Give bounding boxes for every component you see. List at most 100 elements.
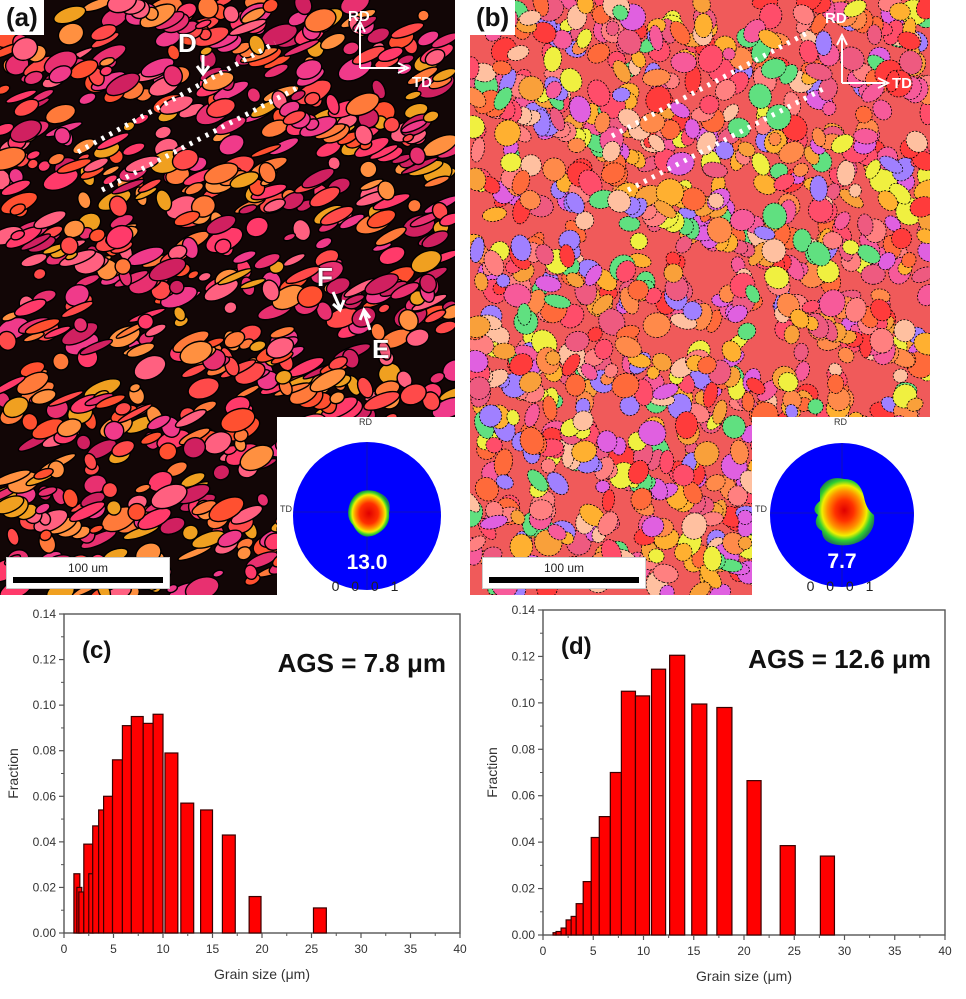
annotation-e: E: [372, 334, 390, 364]
bar-c-15: [200, 809, 214, 934]
pf-plane-label-a: 0 0 0 1: [331, 578, 403, 594]
y-tick-label-c-6: 0.12: [33, 653, 57, 667]
x-tick-label-d-4: 20: [737, 944, 751, 958]
pf-rd-label-a: RD: [359, 417, 372, 427]
x-tick-label-c-7: 35: [404, 942, 418, 956]
x-tick-label-d-5: 25: [788, 944, 802, 958]
bar-d-13: [669, 654, 686, 936]
dotted-line-lower: [100, 85, 299, 193]
bar-d-8: [598, 816, 611, 936]
panel-label-a: (a): [0, 0, 44, 35]
ebsd-map-b: (b) RD TD 100 um: [470, 0, 930, 595]
y-tick-label-c-2: 0.04: [33, 835, 57, 849]
pf-max-intensity-a: 13.0: [346, 551, 388, 574]
bar-c-9: [121, 725, 132, 934]
bar-d-4: [570, 915, 577, 936]
scale-bar-a: 100 um: [6, 557, 170, 589]
y-tick-label-d-6: 0.12: [512, 649, 536, 663]
scale-bar-line-b: [489, 577, 639, 583]
x-tick-label-c-8: 40: [453, 942, 467, 956]
rd-td-axes-icon: [354, 19, 411, 74]
x-tick-label-d-2: 10: [637, 944, 651, 958]
y-tick-label-c-7: 0.14: [33, 607, 57, 621]
bar-c-16: [221, 834, 236, 934]
y-tick-label-c-3: 0.06: [33, 789, 57, 803]
x-tick-label-d-3: 15: [687, 944, 701, 958]
rd-label-a: RD: [348, 8, 370, 25]
rd-label-b: RD: [825, 10, 847, 27]
band-outline-b: [610, 30, 891, 193]
arrow-f-icon: [331, 291, 346, 313]
bar-c-13: [164, 752, 179, 934]
annotation-f: F: [317, 262, 333, 292]
rd-td-axes-icon-b: [836, 32, 891, 89]
dotted-line-upper: [76, 40, 277, 155]
bar-c-6: [98, 809, 105, 934]
bar-d-15: [716, 706, 733, 936]
x-tick-label-d-1: 5: [590, 944, 597, 958]
x-tick-label-d-7: 35: [888, 944, 902, 958]
panel-label-c: (c): [82, 637, 111, 664]
ebsd-map-a: (a) D F E RD TD 100 um: [0, 0, 455, 595]
dotted-line-upper-b: [610, 30, 809, 139]
x-tick-label-c-4: 20: [255, 942, 269, 956]
pf-intensity-blob-a: [348, 490, 390, 537]
pf-td-label-a: TD: [280, 504, 292, 514]
arrow-e-icon: [358, 306, 372, 331]
pf-intensity-blob-b: [814, 478, 875, 546]
bar-d-18: [819, 855, 836, 936]
scale-bar-line-a: [13, 577, 163, 583]
y-tick-label-d-7: 0.14: [512, 603, 536, 617]
y-tick-label-c-0: 0.00: [33, 926, 57, 940]
y-tick-label-d-0: 0.00: [512, 928, 536, 942]
pf-rd-label-b: RD: [834, 417, 847, 427]
y-tick-label-d-5: 0.10: [512, 696, 536, 710]
scale-bar-label-a: 100 um: [67, 561, 109, 575]
x-tick-label-d-8: 40: [938, 944, 952, 958]
pole-figure-plot-b: [770, 443, 914, 587]
band-outline-a: [76, 19, 411, 331]
x-tick-label-c-1: 5: [110, 942, 117, 956]
bar-d-2: [560, 927, 567, 936]
bar-c-11: [142, 722, 154, 934]
y-axis-label-c: Fraction: [5, 748, 21, 799]
bar-d-16: [746, 780, 762, 936]
bar-d-1: [555, 930, 562, 936]
y-tick-label-d-4: 0.08: [512, 742, 536, 756]
bar-c-5: [92, 825, 100, 934]
x-tick-label-c-3: 15: [206, 942, 220, 956]
annotation-d: D: [178, 28, 197, 58]
bar-d-11: [634, 695, 651, 936]
scale-bar-b: 100 um: [482, 557, 646, 589]
histogram-c: 0 5 10 15 20 25 30 35 40 0.00 0.02 0.04 0.06 0.08 0.10…: [5, 607, 467, 982]
pole-figure-a: RD TD 13.0 0 0 0 1: [277, 417, 457, 597]
bar-d-7: [590, 836, 600, 936]
bar-c-18: [312, 907, 327, 934]
bar-d-9: [609, 771, 622, 936]
bar-d-12: [650, 668, 667, 936]
x-tick-label-c-5: 25: [305, 942, 319, 956]
pf-td-label-b: TD: [755, 504, 767, 514]
y-tick-label-d-1: 0.02: [512, 882, 536, 896]
bar-d-10: [620, 690, 637, 936]
bar-d-14: [691, 703, 708, 936]
x-axis-label-d: Grain size (μm): [696, 968, 792, 984]
y-tick-label-c-1: 0.02: [33, 880, 57, 894]
x-tick-label-d-6: 30: [838, 944, 852, 958]
y-tick-label-d-3: 0.06: [512, 789, 536, 803]
x-axis-label-c: Grain size (μm): [214, 966, 310, 982]
bar-c-14: [180, 802, 195, 934]
bar-d-6: [582, 881, 592, 936]
pole-figure-b: RD TD 7.7 0 0 0 1: [752, 417, 932, 597]
x-tick-label-c-6: 30: [354, 942, 368, 956]
x-tick-label-c-2: 10: [156, 942, 170, 956]
bar-d-5: [575, 903, 584, 936]
ags-annotation-d: AGS = 12.6 μm: [748, 644, 931, 674]
bar-d-17: [779, 845, 796, 936]
grain-texture-a: [0, 0, 455, 595]
y-tick-label-c-5: 0.10: [33, 698, 57, 712]
pf-plane-label-b: 0 0 0 1: [806, 578, 878, 594]
dotted-line-lower-b: [626, 84, 829, 193]
bar-d-3: [565, 919, 572, 936]
bar-c-10: [130, 715, 144, 934]
